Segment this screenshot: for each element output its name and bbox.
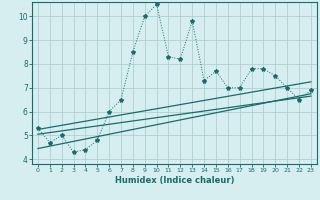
X-axis label: Humidex (Indice chaleur): Humidex (Indice chaleur) bbox=[115, 176, 234, 185]
